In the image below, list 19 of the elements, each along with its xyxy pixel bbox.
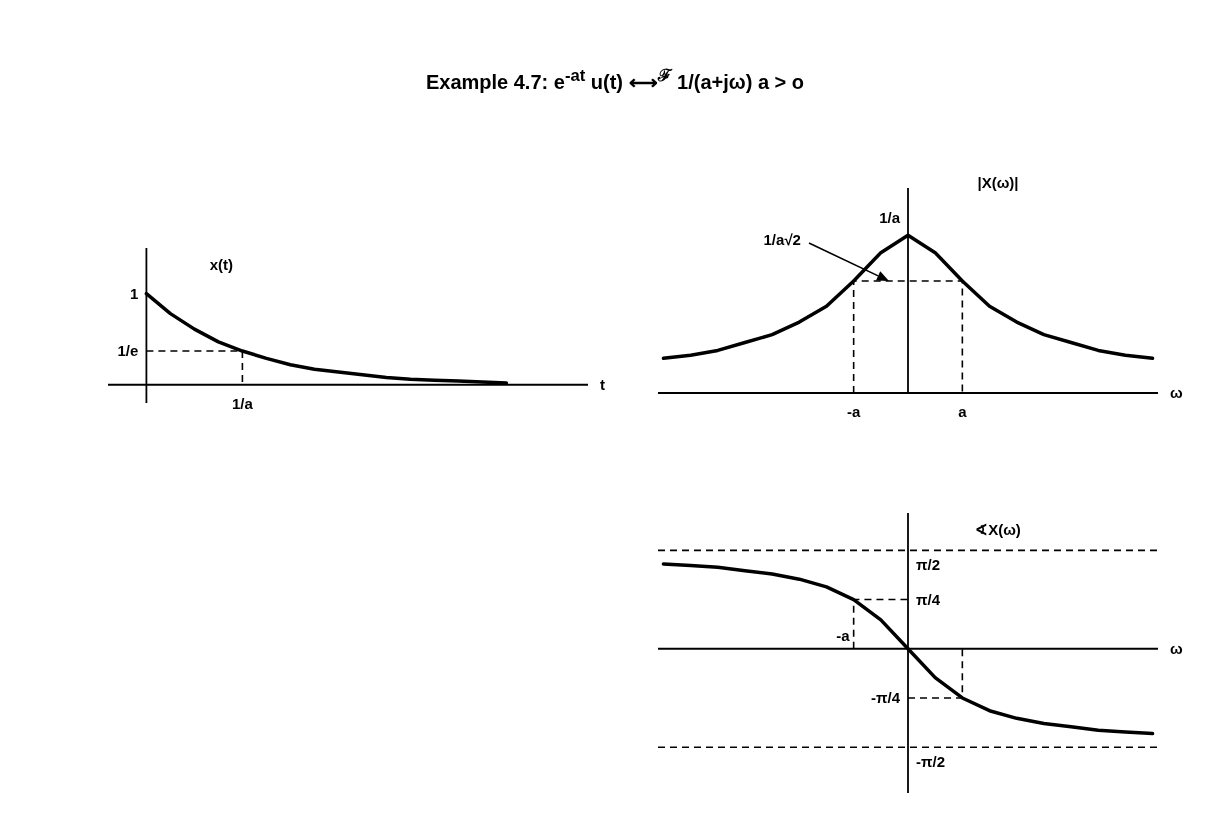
y-axis-title: |X(ω)| — [977, 174, 1019, 191]
text: a — [958, 403, 968, 420]
annotation: -a — [836, 626, 851, 644]
text: -a — [846, 403, 861, 420]
y-axis-title: ∢X(ω) — [975, 521, 1021, 538]
x-axis-title: ω — [1170, 639, 1183, 657]
annotation: π/4 — [916, 590, 941, 608]
text: -π/2 — [916, 753, 945, 771]
annotation: 1/a√2 — [763, 231, 801, 249]
x-axis-title: t — [600, 375, 605, 393]
y-axis-title: x(t) — [209, 256, 234, 273]
annotation: 1 — [130, 284, 139, 302]
text: Example 4.7: e$^{-at}$ u(t) ⟷$^{ℱ}$ 1/(a+jω) a > o — [424, 65, 806, 94]
x-axis-title: ω — [1170, 384, 1183, 401]
text: 1/a — [231, 394, 254, 412]
text: 1/a — [879, 209, 901, 227]
annotation: -π/4 — [871, 688, 901, 706]
annotation: 1/e — [117, 342, 139, 360]
annotation: π/2 — [916, 556, 940, 574]
